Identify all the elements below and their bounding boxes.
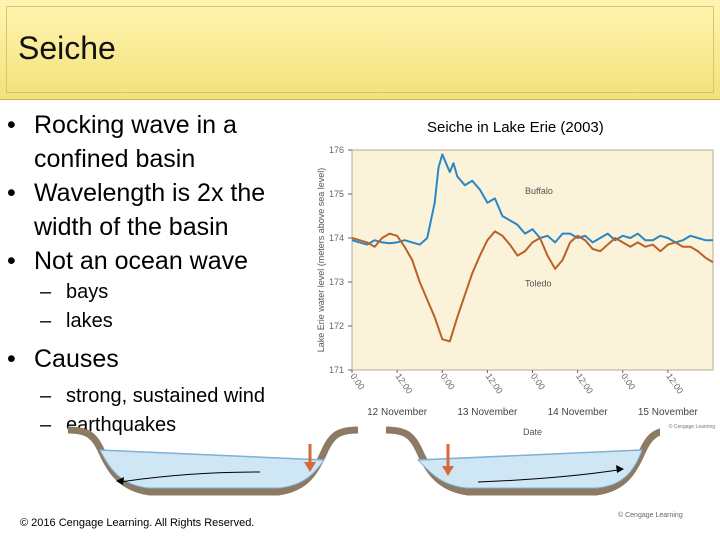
wind-arrow-head — [442, 466, 454, 476]
y-tick-label: 171 — [329, 365, 344, 375]
bullet-text: Rocking wave in a — [34, 111, 237, 139]
bullet-dot: • — [7, 247, 16, 275]
bullet-not-ocean: • Not an ocean wave — [0, 244, 320, 278]
sub-bullet-lakes: – lakes — [0, 307, 320, 336]
title-bar: Seiche — [0, 0, 720, 100]
series-line-toledo — [351, 230, 714, 343]
y-axis-label: Lake Erie water level (meters above sea … — [316, 168, 326, 353]
sub-bullet-text: strong, sustained wind — [66, 385, 266, 407]
y-tick-label: 172 — [329, 321, 344, 331]
bullet-rocking-wave: • Rocking wave in a confined basin — [0, 108, 320, 176]
bullet-text: Not an ocean wave — [34, 247, 249, 275]
bullet-wavelength: • Wavelength is 2x the width of the basi… — [0, 176, 320, 244]
bullet-text: confined basin — [34, 145, 196, 173]
circulation-arrow — [477, 469, 619, 483]
y-tick-label: 173 — [329, 277, 344, 287]
series-annotation: Toledo — [525, 278, 552, 288]
bullet-dot: • — [7, 179, 16, 207]
arrow-head — [116, 477, 124, 485]
sub-bullet-dash: – — [40, 414, 52, 436]
basin-outline — [385, 426, 660, 496]
chart-credit: © Cengage Learning — [669, 423, 715, 430]
date-label: 13 November — [457, 407, 518, 418]
seiche-line-chart: 171 172 173 174 175 176 0:00 12:00 0:00 12:00 0:00… — [316, 145, 715, 437]
series-line-buffalo — [351, 153, 713, 246]
plot-area — [351, 149, 714, 371]
series-annotation: Buffalo — [525, 186, 553, 196]
basin-right — [385, 426, 660, 496]
basin-outline — [67, 426, 359, 496]
sub-bullet-dash: – — [40, 385, 52, 407]
date-label: 14 November — [548, 407, 609, 418]
seiche-basin-diagram — [67, 426, 660, 496]
basin-water — [416, 449, 643, 489]
circulation-arrow — [119, 471, 261, 483]
water-surface-line — [99, 449, 325, 461]
sub-bullet-text: bays — [66, 281, 109, 303]
sub-bullet-dash: – — [40, 281, 52, 303]
basin-left — [67, 426, 359, 496]
copyright-notice: © 2016 Cengage Learning. All Rights Rese… — [20, 517, 255, 529]
bullet-text: width of the basin — [34, 213, 229, 241]
y-tick-label: 176 — [329, 145, 344, 155]
bullet-text: Wavelength is 2x the — [34, 179, 266, 207]
x-tick-label: 12:00 — [484, 371, 505, 395]
bullet-dot: • — [7, 111, 16, 139]
bullet-dot: • — [7, 345, 16, 373]
x-tick-label: 0:00 — [348, 371, 366, 391]
sub-bullet-text: earthquakes — [66, 414, 177, 436]
figure-credit: © Cengage Learning — [618, 512, 683, 519]
sub-bullet-wind: – strong, sustained wind — [0, 382, 320, 411]
water-surface-line — [417, 449, 643, 461]
y-tick-label: 174 — [329, 233, 344, 243]
title-bar-frame — [6, 6, 714, 93]
sub-bullet-text: lakes — [66, 310, 113, 332]
x-tick-label: 0:00 — [529, 371, 547, 391]
basin-water — [99, 449, 325, 489]
sub-bullet-bays: – bays — [0, 278, 320, 307]
bullet-list: • Rocking wave in a confined basin • Wav… — [0, 108, 320, 440]
bullet-text: Causes — [34, 345, 119, 373]
x-tick-label: 12:00 — [574, 371, 595, 395]
x-tick-label: 0:00 — [439, 371, 457, 391]
x-tick-label: 0:00 — [619, 371, 637, 391]
sub-bullet-earthquakes: – earthquakes — [0, 411, 320, 440]
x-axis-label: Date — [523, 427, 542, 437]
x-tick-label: 12:00 — [664, 371, 685, 395]
wind-arrow-head — [304, 462, 316, 472]
sub-bullet-dash: – — [40, 310, 52, 332]
bullet-causes: • Causes — [0, 342, 320, 376]
x-tick-label: 12:00 — [393, 371, 414, 395]
arrow-head — [616, 465, 624, 473]
slide-title: Seiche — [18, 30, 116, 66]
date-label: 12 November — [367, 407, 428, 418]
date-label: 15 November — [638, 407, 699, 418]
chart-title: Seiche in Lake Erie (2003) — [427, 119, 604, 136]
y-tick-label: 175 — [329, 189, 344, 199]
